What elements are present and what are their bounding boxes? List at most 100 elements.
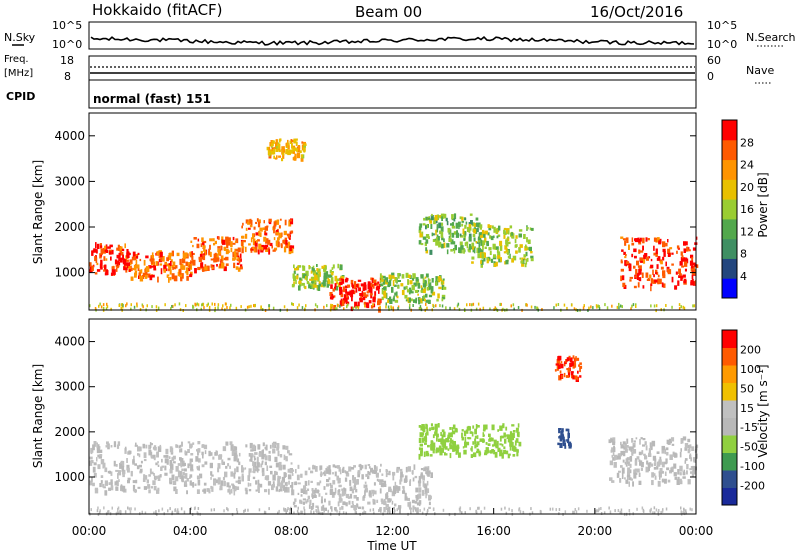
heatmap-cell [339,281,343,286]
heatmap-cell [664,478,667,484]
heatmap-cell [194,268,197,274]
heatmap-cell [303,485,306,492]
heatmap-cell [436,278,439,281]
heatmap-cell [137,265,140,272]
cpid-label: CPID [6,90,35,103]
heatmap-cell [656,264,659,269]
heatmap-cell [530,255,534,259]
heatmap-cell [362,296,366,301]
heatmap-cell [686,246,689,252]
heatmap-cell [373,511,375,515]
heatmap-cell [301,141,304,144]
heatmap-cell [484,237,487,243]
heatmap-cell [666,451,669,456]
power-ylabel: Slant Range [km] [31,160,45,264]
heatmap-cell [676,245,680,249]
heatmap-cell [169,446,173,453]
heatmap-cell [111,506,113,510]
heatmap-cell [441,304,444,308]
heatmap-cell [187,441,191,444]
heatmap-cell [288,237,291,240]
heatmap-cell [134,256,137,261]
heatmap-cell [459,235,464,238]
heatmap-cell [361,290,364,297]
heatmap-cell [331,508,333,512]
heatmap-cell [298,285,301,291]
heatmap-cell [213,257,216,263]
heatmap-cell [370,287,373,291]
power-colorbar-label: Power [dB] [756,172,770,237]
heatmap-cell [151,274,155,278]
heatmap-cell [155,511,157,515]
heatmap-cell [652,511,654,515]
heatmap-cell [482,252,486,258]
heatmap-cell [227,508,229,512]
heatmap-cell [426,467,429,474]
heatmap-cell [509,225,513,229]
heatmap-cell [693,459,696,463]
heatmap-cell [196,467,200,471]
heatmap-cell [157,446,162,452]
heatmap-cell [309,278,313,281]
heatmap-cell [156,489,160,494]
heatmap-cell [381,473,384,476]
heatmap-cell [660,266,664,270]
heatmap-cell [192,244,194,248]
heatmap-cell [248,305,250,309]
heatmap-cell [629,279,632,282]
heatmap-cell [425,249,429,254]
heatmap-cell [472,441,475,445]
heatmap-cell [385,305,387,309]
heatmap-cell [417,480,422,484]
heatmap-cell [563,362,566,367]
heatmap-cell [239,266,243,270]
heatmap-cell [394,299,399,303]
heatmap-cell [459,506,462,510]
heatmap-cell [190,240,193,243]
heatmap-cell [520,260,524,264]
heatmap-cell [470,220,473,225]
heatmap-cell [345,301,350,305]
heatmap-cell [655,248,658,254]
heatmap-cell [128,507,131,511]
heatmap-cell [283,246,287,253]
heatmap-cell [345,493,350,499]
heatmap-cell [521,257,523,264]
heatmap-cell [171,250,174,257]
heatmap-cell [105,307,108,311]
heatmap-cell [473,229,477,234]
heatmap-cell [164,458,169,464]
heatmap-cell [330,274,333,278]
heatmap-cell [395,277,398,283]
heatmap-cell [334,275,338,282]
heatmap-cell [480,260,482,264]
heatmap-cell [428,294,433,298]
heatmap-cell [682,274,686,278]
heatmap-cell [236,486,240,490]
heatmap-cell [254,452,258,455]
heatmap-cell [418,437,422,443]
heatmap-cell [220,258,223,263]
heatmap-cell [419,305,422,309]
heatmap-cell [339,286,343,292]
heatmap-cell [608,506,610,510]
heatmap-cell [120,510,122,514]
heatmap-cell [651,472,655,478]
heatmap-cell [660,511,662,514]
heatmap-cell [210,471,213,476]
y-tick-label: 3000 [54,174,85,188]
heatmap-cell [204,461,208,465]
heatmap-cell [388,307,390,311]
heatmap-cell [622,275,625,281]
heatmap-cell [461,429,464,432]
heatmap-cell [417,283,421,289]
heatmap-cell [256,218,259,222]
nave-tick-bottom: 0 [707,70,714,83]
heatmap-cell [558,365,560,370]
nsearch-tick-bottom: 10^0 [707,38,737,51]
heatmap-cell [89,480,93,486]
heatmap-cell [677,476,680,480]
heatmap-cell [517,431,520,438]
heatmap-cell [667,440,671,445]
